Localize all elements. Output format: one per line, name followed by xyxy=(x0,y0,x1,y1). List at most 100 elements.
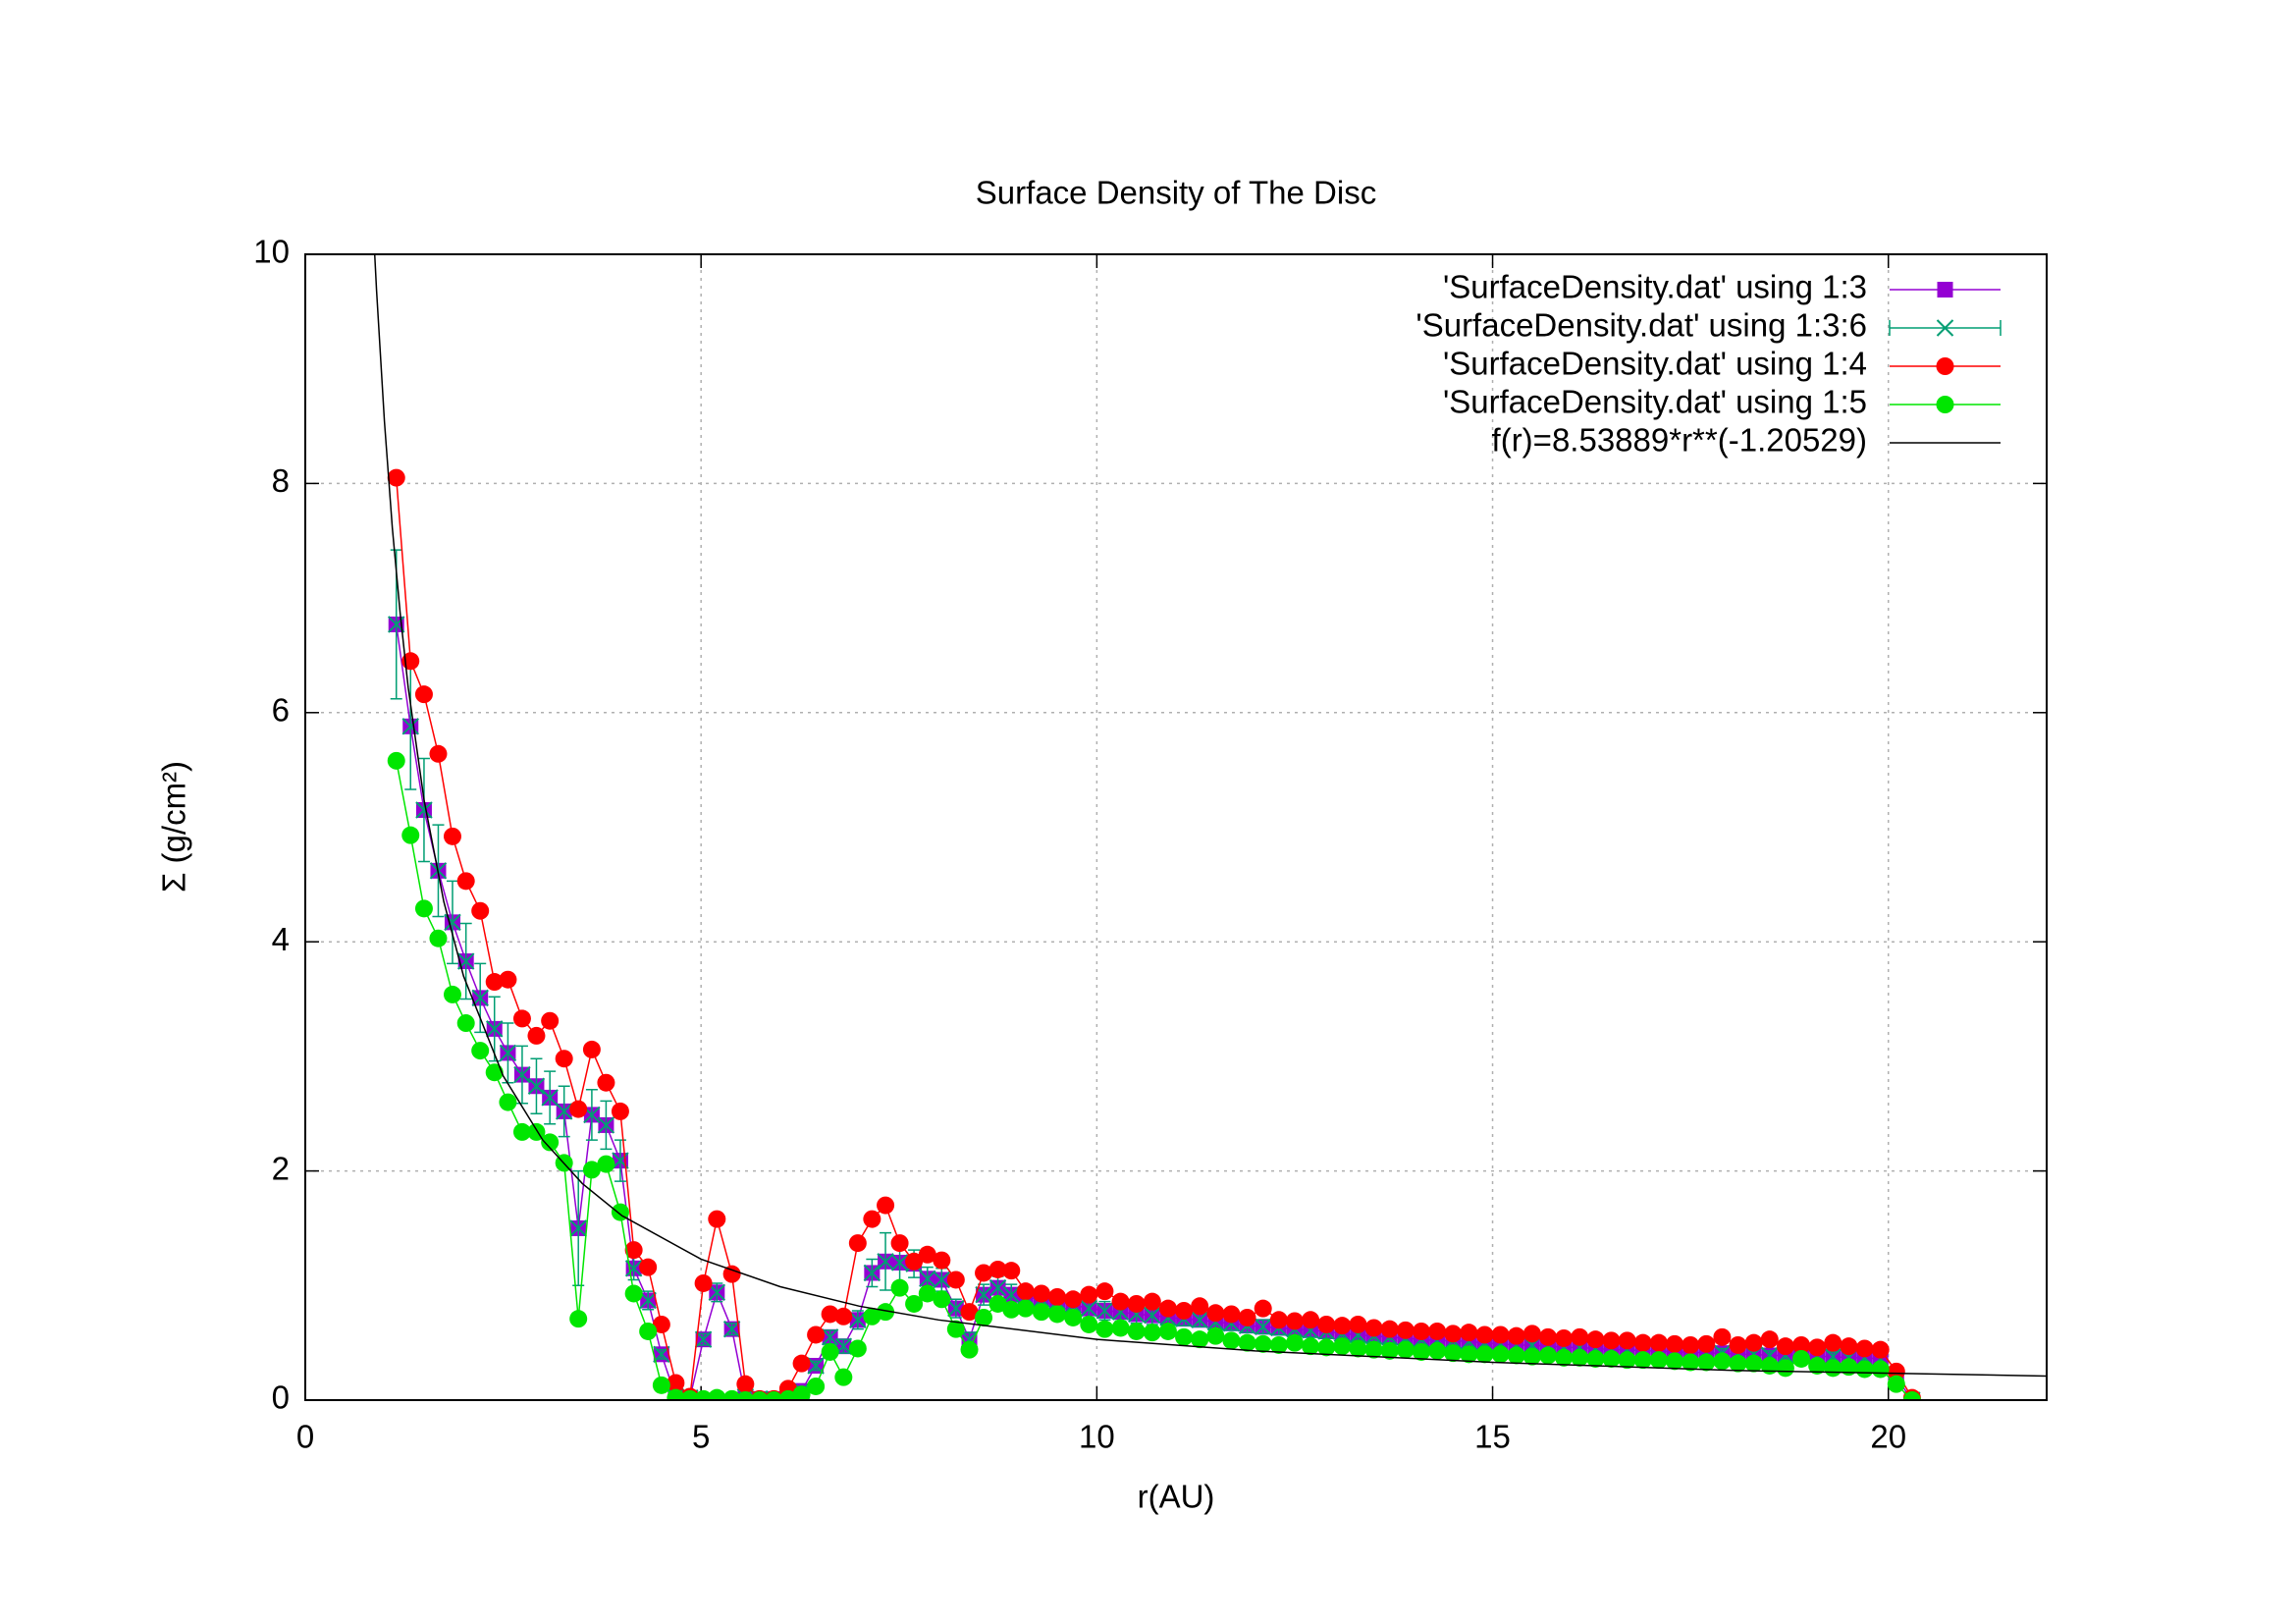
circle-marker xyxy=(1254,1299,1272,1318)
circle-marker xyxy=(1032,1303,1050,1322)
y-tick-label: 0 xyxy=(272,1380,290,1416)
circle-marker xyxy=(1206,1326,1225,1345)
legend-label: 'SurfaceDensity.dat' using 1:3:6 xyxy=(1415,307,1867,344)
y-tick-label: 6 xyxy=(272,692,290,729)
circle-marker xyxy=(1824,1359,1842,1378)
circle-marker xyxy=(1871,1360,1890,1379)
circle-marker xyxy=(443,985,461,1003)
circle-marker xyxy=(1729,1335,1747,1354)
circle-marker xyxy=(1238,1333,1256,1352)
circle-marker xyxy=(1269,1311,1288,1329)
circle-marker xyxy=(946,1271,965,1289)
circle-marker xyxy=(918,1245,936,1264)
circle-marker xyxy=(1460,1324,1478,1342)
circle-marker xyxy=(834,1368,853,1386)
circle-marker xyxy=(1618,1351,1636,1370)
cross-marker xyxy=(527,1077,546,1095)
circle-marker xyxy=(485,1063,504,1082)
circle-marker xyxy=(1127,1294,1146,1313)
legend-label: 'SurfaceDensity.dat' using 1:4 xyxy=(1443,346,1867,382)
circle-marker xyxy=(597,1155,615,1173)
cross-marker xyxy=(849,1311,867,1329)
circle-marker xyxy=(834,1307,853,1325)
circle-marker xyxy=(1902,1391,1921,1400)
circle-marker xyxy=(933,1251,951,1270)
cross-marker xyxy=(807,1357,825,1375)
circle-marker xyxy=(1428,1322,1447,1340)
circle-marker xyxy=(1364,1319,1383,1337)
circle-marker xyxy=(708,1388,726,1400)
circle-marker xyxy=(1475,1325,1494,1344)
circle-marker xyxy=(1649,1351,1668,1370)
circle-marker xyxy=(639,1258,658,1276)
circle-marker xyxy=(877,1303,895,1322)
circle-marker xyxy=(988,1260,1007,1278)
circle-marker xyxy=(1269,1335,1288,1354)
cross-marker xyxy=(988,1278,1007,1297)
circle-marker xyxy=(1285,1333,1304,1352)
circle-marker xyxy=(541,1133,560,1152)
circle-marker xyxy=(848,1339,867,1358)
circle-marker xyxy=(905,1252,924,1271)
circle-marker xyxy=(1808,1356,1827,1375)
y-axis-label: Σ (g/cm²) xyxy=(156,761,192,893)
circle-marker xyxy=(1713,1327,1732,1346)
cross-marker xyxy=(513,1065,531,1084)
circle-marker xyxy=(1633,1333,1652,1352)
cross-marker xyxy=(919,1270,936,1288)
circle-marker xyxy=(1428,1341,1447,1360)
circle-marker xyxy=(1491,1325,1510,1344)
square-marker xyxy=(1937,282,1953,298)
circle-marker xyxy=(429,744,448,763)
circle-marker xyxy=(1002,1262,1021,1280)
circle-marker xyxy=(1317,1315,1336,1333)
circle-marker xyxy=(1507,1346,1525,1365)
circle-marker xyxy=(527,1026,546,1045)
circle-marker xyxy=(414,899,433,918)
circle-marker xyxy=(582,1161,601,1179)
circle-marker xyxy=(1111,1292,1130,1311)
legend-label: 'SurfaceDensity.dat' using 1:3 xyxy=(1443,269,1867,305)
circle-marker xyxy=(1697,1334,1716,1353)
circle-marker xyxy=(1380,1341,1399,1360)
x-tick-label: 10 xyxy=(1079,1419,1115,1455)
y-tick-label: 4 xyxy=(272,921,290,957)
circle-marker xyxy=(1317,1338,1336,1357)
circle-marker xyxy=(597,1073,615,1092)
circle-marker xyxy=(1682,1353,1700,1372)
circle-marker xyxy=(1396,1321,1415,1339)
circle-marker xyxy=(1191,1330,1209,1349)
cross-marker xyxy=(597,1116,615,1134)
circle-marker xyxy=(821,1342,839,1361)
circle-marker xyxy=(1776,1337,1794,1356)
circle-marker xyxy=(1586,1349,1605,1368)
circle-marker xyxy=(1507,1326,1525,1345)
circle-marker xyxy=(1555,1348,1574,1367)
cross-marker xyxy=(1191,1311,1208,1329)
circle-marker xyxy=(1396,1340,1415,1359)
circle-marker xyxy=(1222,1305,1241,1324)
circle-marker xyxy=(1285,1312,1304,1330)
circle-marker xyxy=(736,1391,755,1400)
circle-marker xyxy=(1666,1352,1684,1371)
circle-marker xyxy=(1444,1325,1463,1343)
circle-marker xyxy=(652,1315,670,1333)
circle-marker xyxy=(1776,1359,1794,1378)
circle-marker xyxy=(1016,1282,1035,1301)
y-tick-label: 8 xyxy=(272,462,290,499)
cross-marker xyxy=(639,1291,657,1310)
circle-marker xyxy=(1302,1311,1320,1329)
circle-marker xyxy=(1095,1282,1114,1301)
circle-marker xyxy=(975,1308,993,1326)
circle-marker xyxy=(1824,1333,1842,1352)
y-tick-label: 10 xyxy=(253,234,290,270)
circle-marker xyxy=(471,901,490,920)
circle-marker xyxy=(1333,1317,1352,1335)
circle-marker xyxy=(807,1377,826,1395)
circle-marker xyxy=(694,1389,713,1400)
circle-marker xyxy=(1522,1325,1541,1343)
circle-marker xyxy=(443,827,461,845)
circle-marker xyxy=(1538,1327,1557,1346)
